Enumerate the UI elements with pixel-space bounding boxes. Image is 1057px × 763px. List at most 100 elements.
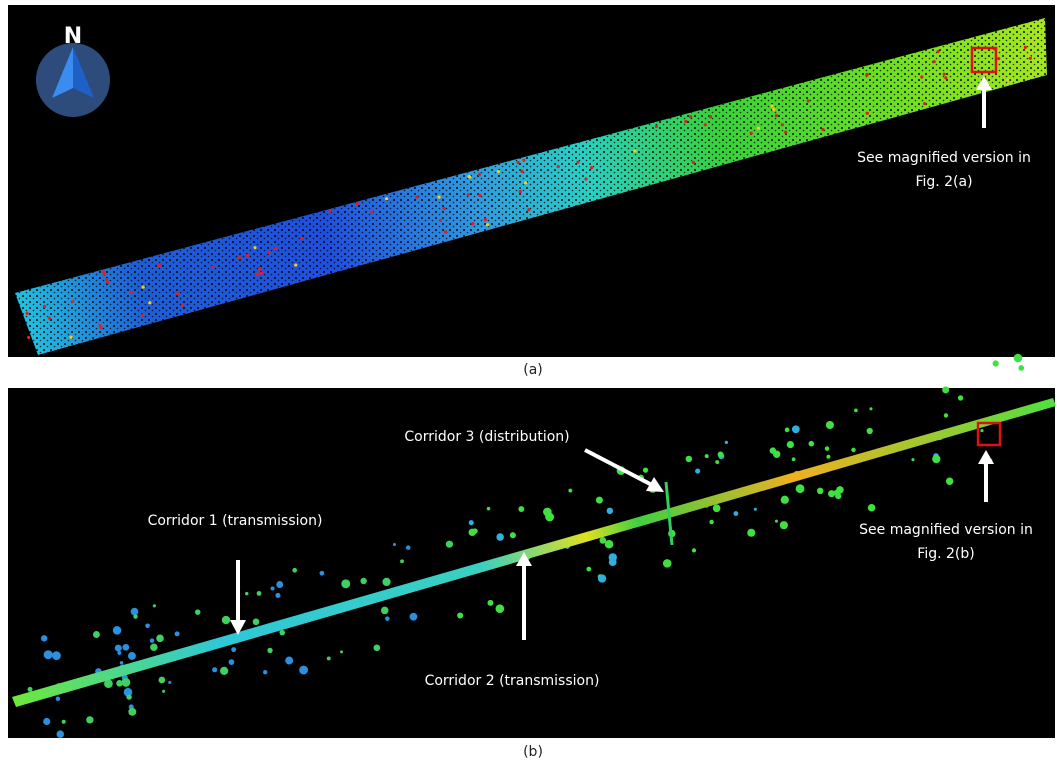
red-point — [329, 210, 332, 213]
vegetation-point — [126, 694, 131, 699]
vegetation-point — [715, 460, 719, 464]
vegetation-point — [212, 667, 217, 672]
vegetation-point — [43, 718, 50, 725]
vegetation-point — [115, 645, 122, 652]
vegetation-point — [825, 446, 829, 450]
red-point — [260, 271, 263, 274]
red-point — [584, 177, 587, 180]
vegetation-point — [469, 529, 476, 536]
vegetation-point — [851, 448, 856, 453]
red-point — [689, 115, 692, 118]
vegetation-point — [496, 533, 504, 541]
vegetation-point — [781, 496, 789, 504]
annotation: See magnified version in — [859, 522, 1033, 538]
vegetation-point — [162, 690, 165, 693]
red-point — [937, 50, 940, 53]
red-point — [750, 132, 753, 135]
vegetation-point — [276, 581, 283, 588]
vegetation-point — [120, 661, 124, 665]
red-point — [100, 327, 103, 330]
vegetation-point — [44, 650, 53, 659]
vegetation-point — [543, 508, 552, 517]
red-point — [267, 251, 270, 254]
vegetation-point — [496, 604, 505, 613]
red-point — [557, 165, 560, 168]
vegetation-point — [57, 730, 65, 738]
vegetation-point — [1018, 365, 1024, 371]
vegetation-point — [275, 593, 280, 598]
red-point — [576, 161, 579, 164]
vegetation-point — [28, 687, 33, 692]
red-point — [148, 301, 151, 304]
red-point — [516, 161, 519, 164]
vegetation-point — [410, 614, 414, 618]
vegetation-point — [944, 413, 948, 417]
red-point — [256, 272, 259, 275]
red-point — [176, 292, 179, 295]
red-point — [467, 193, 470, 196]
vegetation-point — [817, 488, 824, 495]
vegetation-point — [62, 720, 66, 724]
red-point — [442, 207, 445, 210]
red-point — [26, 312, 29, 315]
red-point — [692, 161, 695, 164]
vegetation-point — [121, 678, 130, 687]
vegetation-point — [406, 545, 411, 550]
vegetation-point — [320, 571, 325, 576]
vegetation-point — [381, 607, 389, 615]
red-point — [1024, 46, 1027, 49]
red-point — [757, 127, 760, 130]
red-point — [704, 123, 707, 126]
red-point — [43, 305, 46, 308]
vegetation-point — [993, 360, 999, 366]
red-point — [478, 173, 481, 176]
red-point — [770, 104, 773, 107]
vegetation-point — [327, 657, 331, 661]
red-point — [415, 195, 418, 198]
red-point — [944, 76, 947, 79]
annotation: Corridor 2 (transmission) — [425, 673, 600, 689]
red-point — [471, 222, 474, 225]
vegetation-point — [754, 508, 757, 511]
red-point — [103, 273, 106, 276]
red-point — [865, 73, 868, 76]
red-point — [486, 223, 489, 226]
vegetation-point — [220, 667, 228, 675]
red-point — [444, 230, 447, 233]
vegetation-point — [457, 612, 463, 618]
vegetation-point — [150, 638, 155, 643]
red-point — [69, 336, 72, 339]
red-point — [274, 247, 277, 250]
red-point — [437, 195, 440, 198]
vegetation-point — [340, 650, 343, 653]
red-point — [807, 99, 810, 102]
red-point — [655, 125, 658, 128]
red-point — [933, 60, 936, 63]
vegetation-point — [159, 677, 166, 684]
vegetation-point — [128, 708, 136, 716]
annotation: Corridor 3 (distribution) — [404, 429, 569, 445]
vegetation-point — [393, 543, 396, 546]
vegetation-point — [231, 647, 236, 652]
red-point — [467, 175, 470, 178]
vegetation-point — [869, 407, 872, 410]
vegetation-point — [373, 644, 380, 651]
vegetation-point — [775, 520, 778, 523]
vegetation-point — [446, 541, 453, 548]
red-point — [27, 336, 30, 339]
vegetation-point — [725, 441, 728, 444]
red-point — [142, 285, 145, 288]
red-point — [246, 254, 249, 257]
red-point — [158, 264, 161, 267]
vegetation-point — [809, 441, 815, 447]
red-point — [258, 268, 261, 271]
vegetation-point — [360, 578, 366, 584]
red-point — [181, 304, 184, 307]
vegetation-point — [222, 616, 230, 624]
vegetation-point — [834, 490, 840, 496]
vegetation-point — [792, 425, 800, 433]
vegetation-point — [56, 697, 61, 702]
vegetation-point — [663, 559, 672, 568]
vegetation-point — [382, 578, 390, 586]
vegetation-point — [854, 408, 858, 412]
